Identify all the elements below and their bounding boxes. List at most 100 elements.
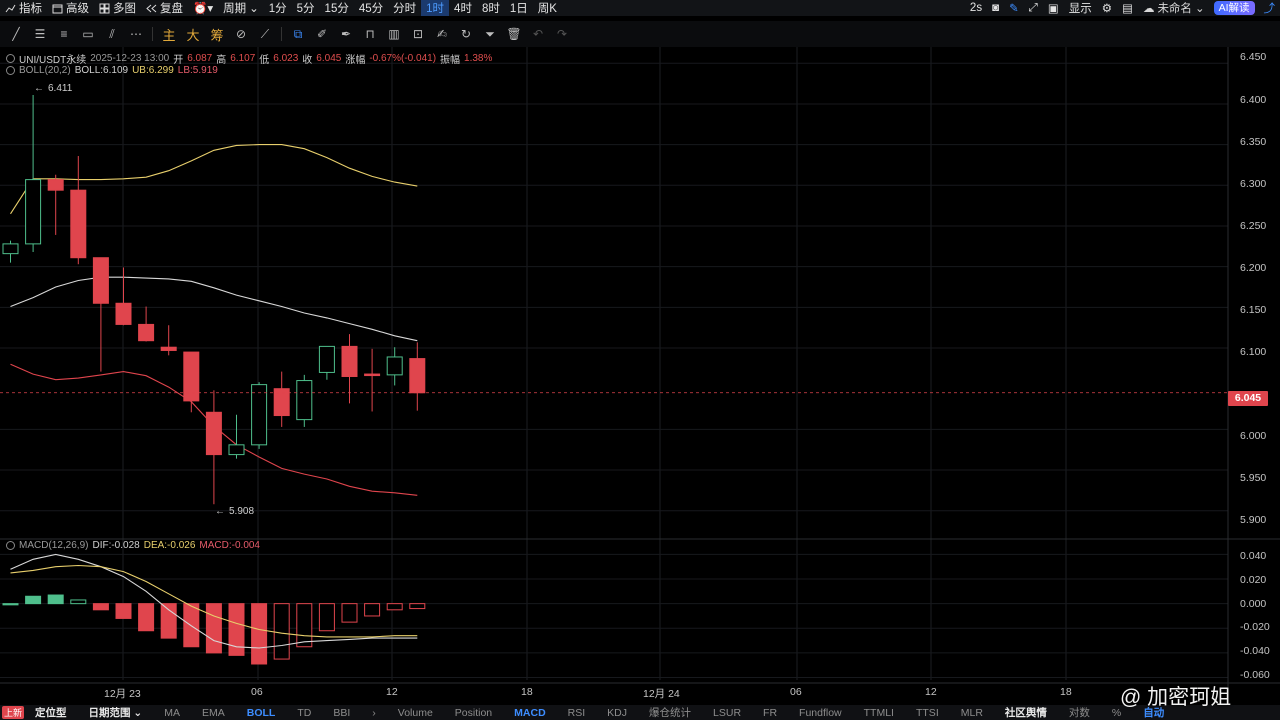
sub-indicator-position[interactable]: Position <box>454 706 493 719</box>
horizontal-lines-icon[interactable]: ☰ <box>34 27 46 41</box>
price-axis-label: 6.350 <box>1240 136 1267 148</box>
sub-indicator-lsur[interactable]: LSUR <box>713 706 742 719</box>
alarm-button[interactable]: ⏰▾ <box>188 0 218 16</box>
watermark: @ 加密珂姐 <box>1120 686 1232 709</box>
percent-scale-toggle[interactable]: % <box>1111 706 1122 719</box>
trash-icon[interactable]: 🗑 <box>506 27 522 41</box>
boll-lb-value: LB:5.919 <box>177 65 218 76</box>
workspace-dropdown[interactable]: ☁ 未命名 ⌄ <box>1142 3 1205 15</box>
chevron-down-icon: ⌄ <box>249 3 259 15</box>
interval-5m[interactable]: 5分 <box>296 3 315 15</box>
sub-indicator-kdj[interactable]: KDJ <box>607 706 628 719</box>
macd-dea-line <box>10 564 418 638</box>
lock-icon[interactable]: ⊓ <box>365 27 375 41</box>
interval-4h[interactable]: 4时 <box>454 3 472 15</box>
main-force-button[interactable]: 主 <box>162 27 176 43</box>
camera-icon[interactable]: ◙ <box>992 2 1000 14</box>
main-indicator-td[interactable]: TD <box>297 706 312 719</box>
sub-indicator-mlr[interactable]: MLR <box>960 706 983 719</box>
filter-icon[interactable]: ⏷ <box>485 26 495 41</box>
layout-icon[interactable]: ▣ <box>1047 3 1059 15</box>
copy-icon[interactable]: ⧉ <box>293 26 303 41</box>
share-icon[interactable]: ⤴ <box>1263 3 1276 15</box>
new-badge: 上新 <box>2 706 25 719</box>
main-indicator-ema[interactable]: EMA <box>201 706 225 719</box>
interval-8h[interactable]: 8时 <box>481 3 500 15</box>
pen-icon[interactable]: ✎ <box>1009 3 1019 15</box>
sub-indicator-rsi[interactable]: RSI <box>567 706 586 719</box>
indicators-button[interactable]: 指标 <box>0 0 47 16</box>
brush-icon[interactable]: ✒ <box>340 27 352 41</box>
auto-scale-toggle[interactable]: 自动 <box>1143 707 1165 719</box>
note-icon[interactable]: ✍ <box>436 27 448 41</box>
sub-indicator-ttmli[interactable]: TTMLI <box>863 706 894 719</box>
rectangle-icon[interactable]: ▭ <box>82 27 94 41</box>
sub-indicator-ttsi[interactable]: TTSI <box>915 706 939 719</box>
undo-icon[interactable]: ↶ <box>532 27 544 41</box>
multi-chart-button[interactable]: 多图 <box>94 0 141 16</box>
ai-analysis-button[interactable]: AI解读 <box>1213 1 1255 15</box>
visibility-icon[interactable] <box>6 66 15 75</box>
interval-timeshare[interactable]: 分时 <box>393 3 417 15</box>
visibility-icon[interactable] <box>6 54 15 63</box>
position-model-tab[interactable]: 定位型 <box>35 707 67 719</box>
ruler-icon[interactable]: ✐ <box>316 27 328 41</box>
display-button[interactable]: 显示 <box>1068 3 1092 15</box>
sub-indicator-community[interactable]: 社区舆情 <box>1004 707 1047 719</box>
log-scale-toggle[interactable]: 对数 <box>1068 707 1090 719</box>
legend-low-label: 低 <box>259 55 270 66</box>
big-order-button[interactable]: 大 <box>186 27 200 43</box>
sub-indicator-fr[interactable]: FR <box>763 706 778 719</box>
sub-indicator-fundflow[interactable]: Fundflow <box>799 706 842 719</box>
template-icon[interactable]: ▤ <box>1122 3 1133 15</box>
replay-button[interactable]: 复盘 <box>141 0 188 16</box>
macd-axis-label: 0.040 <box>1240 550 1267 562</box>
channel-icon[interactable]: ≡ <box>60 27 68 41</box>
chart-area[interactable]: UNI/USDT永续 2025-12-23 13:00 开 6.087 高 6.10… <box>0 47 1280 690</box>
legend-amp: 1.38% <box>464 53 493 64</box>
interval-1d[interactable]: 1日 <box>509 3 528 15</box>
interval-15m[interactable]: 15分 <box>324 3 349 15</box>
measure-icon[interactable]: ⟋ <box>260 26 270 41</box>
more-icon[interactable]: ⋯ <box>130 27 142 41</box>
interval-45m[interactable]: 45分 <box>358 3 384 15</box>
chip-button[interactable]: 筹 <box>210 27 224 43</box>
refresh-rate[interactable]: 2s <box>969 2 983 14</box>
candle-body <box>409 358 426 394</box>
magnet-icon[interactable]: ⊘ <box>235 27 247 41</box>
trash-small-icon[interactable]: ⊡ <box>412 27 424 41</box>
macd-bar <box>70 599 87 605</box>
chevron-right-icon[interactable]: › <box>372 706 376 719</box>
redo-icon[interactable]: ↷ <box>556 27 568 41</box>
sub-indicator-volume[interactable]: Volume <box>397 706 433 719</box>
macd-bar <box>138 603 155 632</box>
columns-icon[interactable]: ▥ <box>388 27 400 41</box>
advanced-button[interactable]: 高级 <box>47 0 94 16</box>
sub-indicator-macd[interactable]: MACD <box>514 706 546 719</box>
interval-1m[interactable]: 1分 <box>268 3 287 15</box>
cycle-icon[interactable]: ↻ <box>460 27 472 41</box>
divider <box>152 27 153 41</box>
candle-body <box>364 373 381 377</box>
candle-body <box>160 346 177 351</box>
macd-axis-label: -0.020 <box>1240 621 1270 633</box>
main-indicator-boll[interactable]: BOLL <box>246 706 276 719</box>
sub-indicator-liquidation[interactable]: 爆仓统计 <box>649 707 692 719</box>
settings-icon[interactable]: ⚙ <box>1101 3 1113 15</box>
date-range-dropdown[interactable]: 日期范围 ⌄ <box>88 707 143 719</box>
main-indicator-ma[interactable]: MA <box>164 706 180 719</box>
period-dropdown[interactable]: 周期 ⌄ <box>223 3 259 15</box>
trendline-icon[interactable]: ╱ <box>12 27 20 41</box>
fullscreen-icon[interactable]: ⤢ <box>1028 1 1038 14</box>
visibility-icon[interactable] <box>6 541 15 550</box>
boll-name: BOLL(20,2) <box>19 65 71 76</box>
interval-1w[interactable]: 周K <box>537 3 557 15</box>
main-indicator-bbi[interactable]: BBI <box>333 706 351 719</box>
fork-icon[interactable]: ⫽ <box>109 26 115 41</box>
macd-bar <box>115 603 132 619</box>
legend-low: 6.023 <box>273 53 299 64</box>
price-chart[interactable] <box>0 47 1280 690</box>
macd-bar <box>160 603 177 639</box>
alarm-icon: ⏰▾ <box>193 3 214 15</box>
interval-1h[interactable]: 1时 <box>421 0 450 16</box>
